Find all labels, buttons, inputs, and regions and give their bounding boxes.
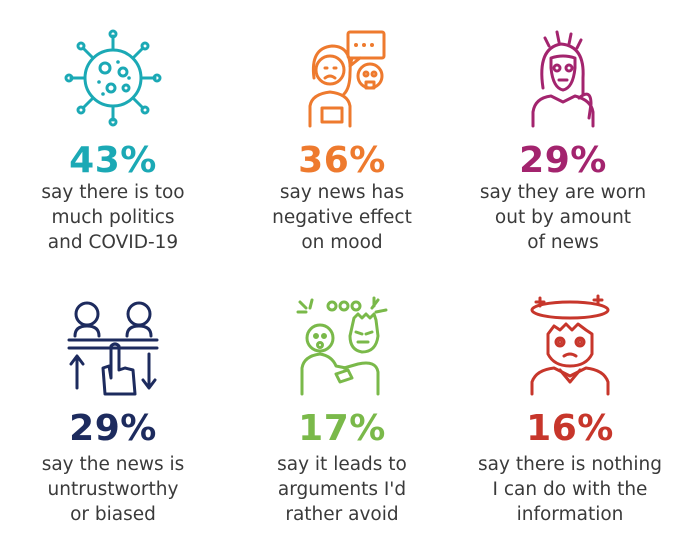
stat-percent: 17%	[298, 408, 386, 449]
stat-percent: 43%	[69, 140, 157, 181]
description-line: much politics	[51, 207, 175, 228]
description-line: or biased	[70, 504, 156, 525]
description-line: of news	[527, 232, 599, 253]
description-line: say there is too	[41, 182, 185, 203]
stat-percent: 29%	[519, 140, 607, 181]
stat-percent: 29%	[69, 408, 157, 449]
stat-description: say they are worn out by amount of news	[448, 180, 678, 255]
description-line: out by amount	[494, 207, 632, 228]
dizzy-person-icon	[530, 294, 610, 396]
description-line: say news has	[279, 182, 405, 203]
stat-percent: 16%	[526, 408, 614, 449]
description-line: information	[516, 504, 624, 525]
thumbs-down-vote-icon	[67, 301, 159, 396]
virus-icon	[64, 29, 162, 127]
description-line: untrustworthy	[47, 479, 179, 500]
stat-description: say there is too much politics and COVID…	[0, 180, 228, 255]
description-line: arguments I'd	[277, 479, 407, 500]
description-line: rather avoid	[285, 504, 399, 525]
description-line: say it leads to	[277, 454, 407, 475]
description-line: say they are worn	[479, 182, 647, 203]
description-line: and COVID-19	[47, 232, 179, 253]
stat-description: say news has negative effect on mood	[227, 180, 457, 255]
description-line: say there is nothing	[478, 454, 662, 475]
stat-description: say it leads to arguments I'd rather avo…	[227, 452, 457, 527]
exhausted-person-icon	[531, 30, 595, 128]
description-line: say the news is	[41, 454, 185, 475]
stat-percent: 36%	[298, 140, 386, 181]
description-line: negative effect	[272, 207, 412, 228]
description-line: on mood	[301, 232, 383, 253]
stat-description: say the news is untrustworthy or biased	[0, 452, 228, 527]
description-line: I can do with the	[492, 479, 648, 500]
sad-person-speech-bubble-icon	[308, 30, 386, 128]
stat-description: say there is nothing I can do with the i…	[455, 452, 685, 527]
arguing-people-icon	[296, 296, 388, 396]
